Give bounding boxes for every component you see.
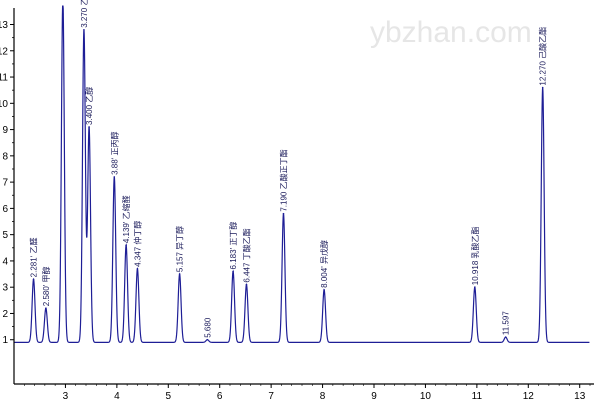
peak-apex	[113, 176, 116, 178]
x-tick-label: 3	[63, 391, 69, 400]
peak-label: 3.88' 正丙醇	[109, 132, 119, 175]
peak-label: 6.183' 正丁醇	[228, 222, 238, 270]
peak-label: 2.281' 乙醛	[29, 238, 39, 278]
y-tick-label: 1	[2, 335, 8, 346]
x-tick-label: 13	[574, 391, 586, 400]
peak-apex	[504, 336, 507, 338]
peak-apex	[178, 273, 181, 275]
x-tick-label: 9	[371, 391, 377, 400]
y-tick-label: 5	[2, 230, 8, 241]
signal-trace	[14, 5, 590, 343]
peak-label: 4.139' 乙缩醛	[121, 195, 131, 243]
x-tick-label: 5	[166, 391, 172, 400]
peak-apex	[83, 28, 85, 31]
peak-label: 10.918 乳酸乙酯	[470, 226, 480, 285]
peak-apex	[282, 212, 285, 215]
peak-label: 5.157 异丁醇	[175, 226, 185, 272]
peak-apex	[62, 13, 64, 15]
peak-label: 8.004' 异戊醇	[319, 240, 329, 288]
peak-apex	[232, 270, 234, 273]
peak-label: 7.190 乙酸正丁酯	[278, 149, 288, 211]
x-tick-label: 6	[217, 391, 223, 400]
peak-label: 3.400 乙醇	[84, 87, 94, 125]
y-tick-label: 10	[0, 99, 8, 110]
peak-apex	[541, 86, 544, 89]
x-tick-label: 11	[472, 391, 483, 400]
peak-label: 6.447 丁酸乙酯	[241, 228, 251, 282]
chromatogram-line	[14, 5, 590, 343]
watermark-text: ybzhan.com	[370, 16, 532, 49]
peak-apex	[45, 307, 47, 310]
peak-apex	[136, 268, 139, 270]
y-tick-label: 4	[2, 256, 8, 267]
y-tick-label: 7	[2, 178, 8, 189]
peak-apex	[245, 283, 248, 286]
peak-apex	[88, 126, 90, 128]
y-tick-label: 9	[2, 125, 8, 136]
peak-apex	[32, 278, 35, 281]
x-tick-label: 12	[523, 391, 535, 400]
peak-apex	[125, 244, 127, 246]
y-tick-label: 6	[2, 204, 8, 215]
y-tick-label: 11	[0, 73, 8, 84]
axes: 12345678910111213345678910111213	[0, 8, 594, 400]
peak-label: 11.597	[502, 311, 511, 335]
peak-label: 12.270 己酸乙酯	[538, 27, 548, 86]
x-tick-label: 8	[320, 391, 326, 400]
y-tick-label: 8	[2, 151, 8, 162]
peak-label: 3.270 乙酸乙酯	[79, 0, 89, 28]
peak-apex	[206, 338, 209, 341]
y-tick-label: 12	[0, 46, 8, 57]
y-tick-label: 2	[2, 309, 8, 320]
x-tick-label: 7	[268, 391, 274, 400]
peak-apex	[474, 286, 476, 288]
peak-apex	[323, 289, 325, 291]
peak-label: 4.347 仲丁醇	[132, 221, 142, 267]
peak-label: 2.580' 甲醇	[41, 266, 51, 306]
x-tick-label: 4	[114, 391, 120, 400]
y-tick-label: 3	[2, 283, 8, 294]
x-tick-label: 10	[420, 391, 432, 400]
peak-label: 5.680	[203, 317, 212, 338]
peak-labels: 2.281' 乙醛2.580' 甲醇 3.270 乙酸乙酯 3.400 乙醇 3.88…	[29, 0, 548, 338]
y-tick-label: 13	[0, 20, 8, 31]
